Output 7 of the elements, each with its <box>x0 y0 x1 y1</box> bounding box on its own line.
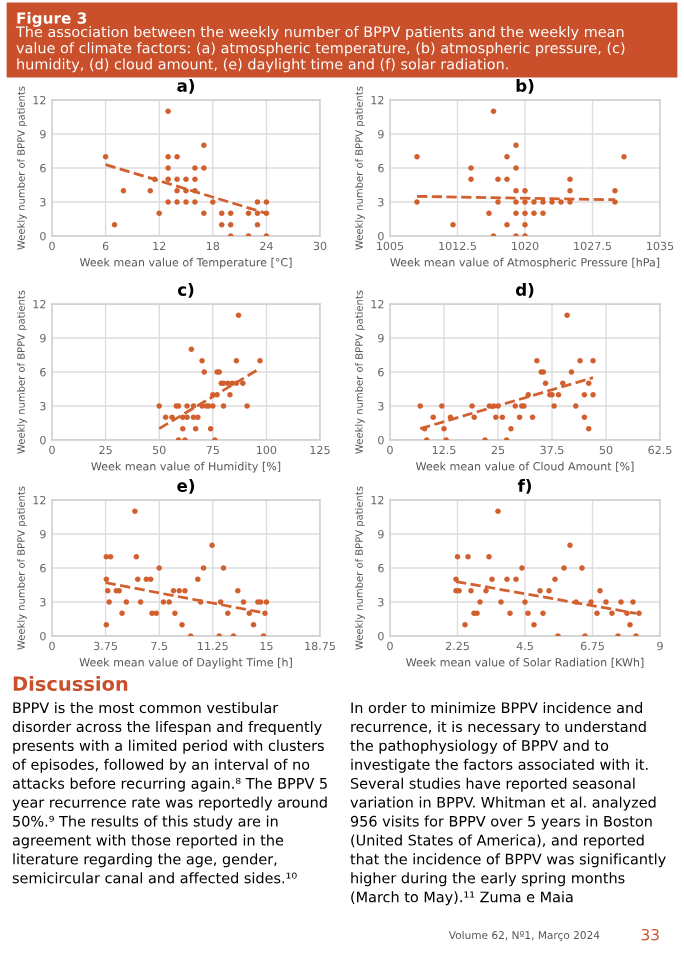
chart-title: b) <box>516 79 534 94</box>
chart-title: d) <box>515 283 534 298</box>
text: Discussion <box>13 676 128 692</box>
chart-title: a) <box>177 79 194 94</box>
chart-title: e) <box>177 479 195 494</box>
chart-title: c) <box>177 283 194 298</box>
chart-title: f) <box>517 479 531 494</box>
